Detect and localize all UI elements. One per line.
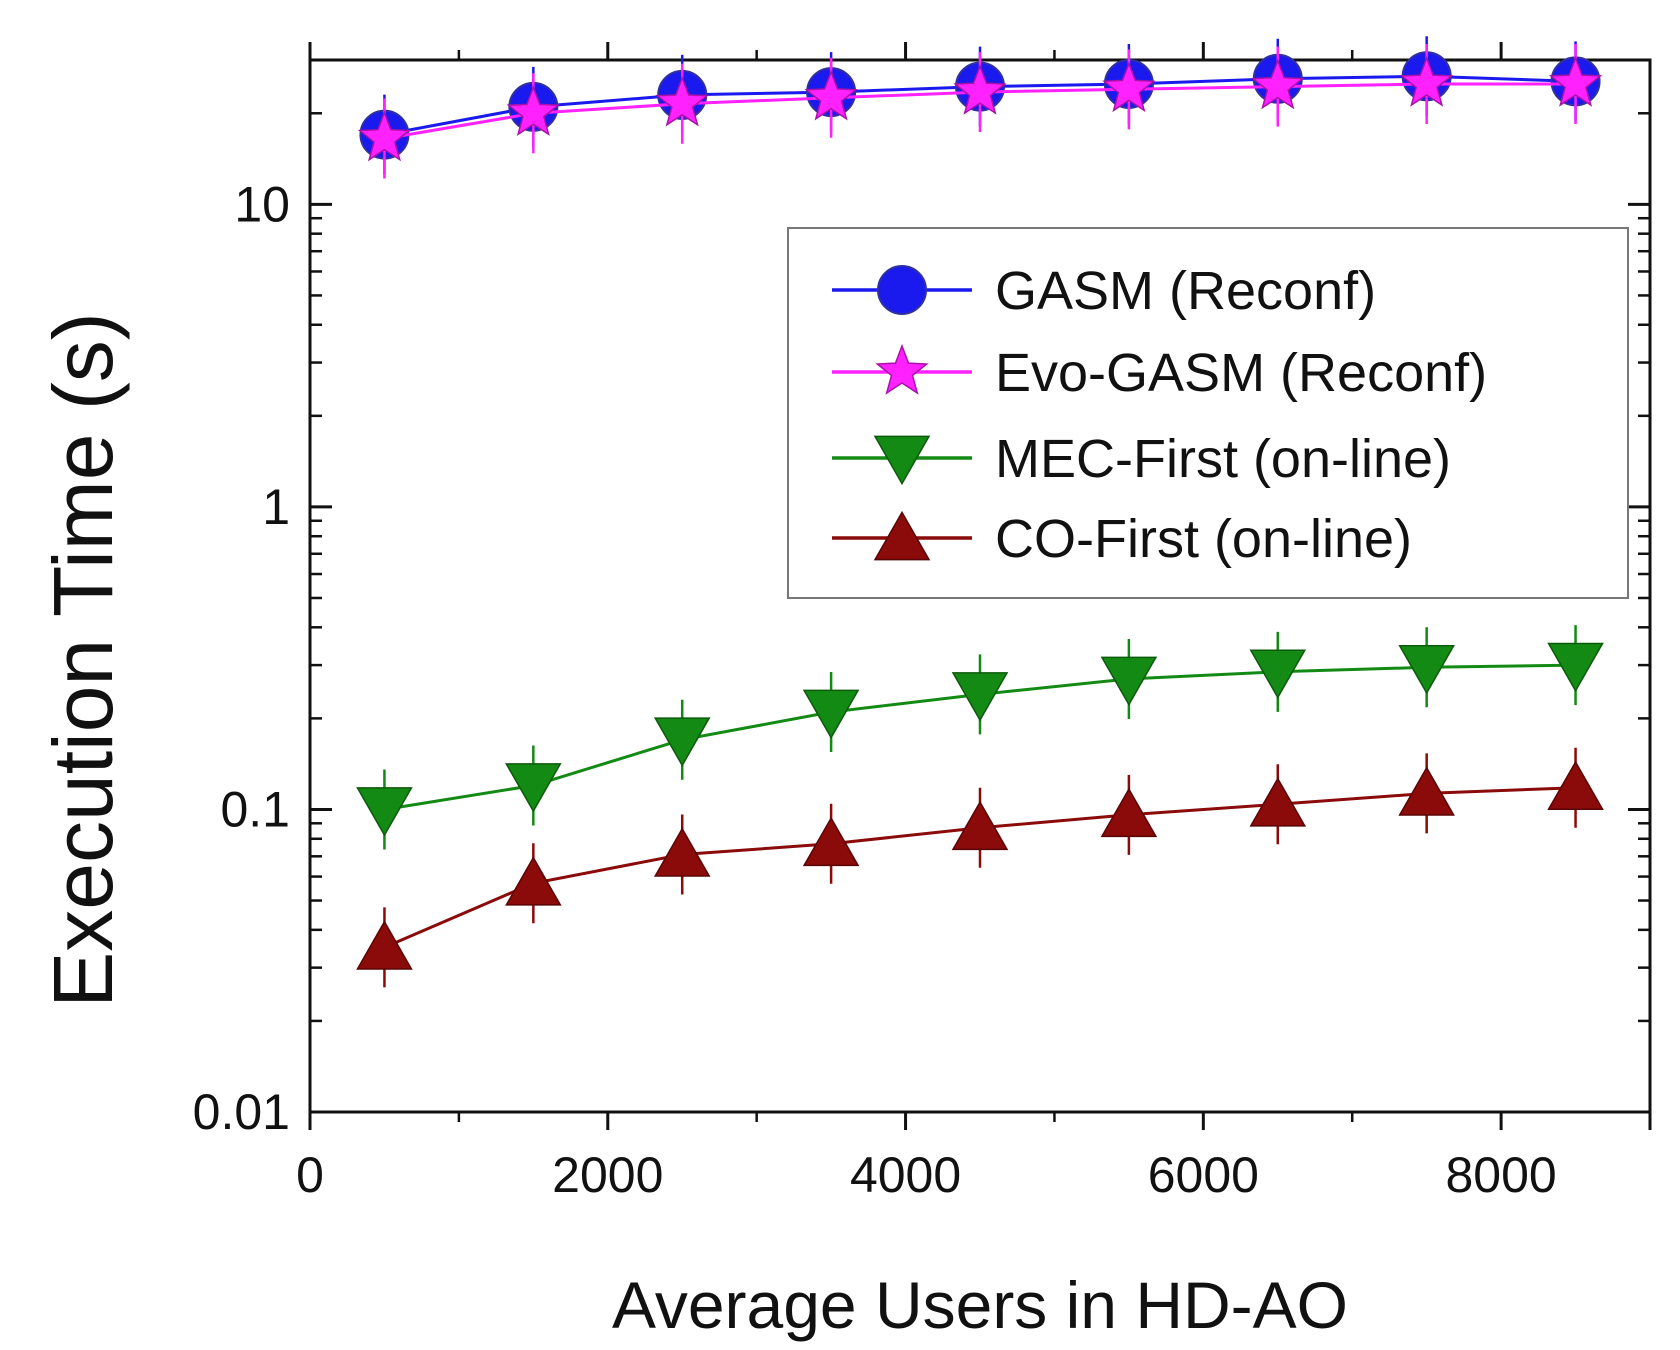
y-axis-title: Execution Time (s) — [36, 312, 130, 1008]
data-point — [1100, 787, 1158, 838]
x-axis-title: Average Users in HD-AO — [612, 1268, 1348, 1342]
series-evo-gasm-reconf — [357, 43, 1603, 179]
series-mec-first-on-line — [356, 625, 1604, 850]
data-point — [655, 75, 709, 127]
legend-marker — [873, 510, 931, 561]
data-point — [951, 800, 1009, 851]
data-point — [356, 920, 413, 970]
data-point — [1102, 61, 1156, 113]
x-tick-label: 8000 — [1445, 1147, 1556, 1203]
legend: GASM (Reconf) Evo-GASM (Reconf) MEC-First … — [787, 227, 1629, 599]
x-tick-label: 6000 — [1148, 1147, 1259, 1203]
data-point — [356, 787, 413, 837]
legend-entry: GASM (Reconf) — [832, 261, 1376, 321]
legend-entry: Evo-GASM (Reconf) — [832, 343, 1487, 403]
data-point — [1547, 760, 1604, 811]
data-point — [505, 856, 562, 906]
legend-entry: MEC-First (on-line) — [832, 429, 1451, 489]
data-point — [1547, 642, 1604, 693]
data-point — [653, 827, 711, 877]
legend-marker — [877, 265, 927, 315]
series-layer — [356, 36, 1604, 988]
legend-label: MEC-First (on-line) — [995, 429, 1451, 489]
y-tick-label: 0.1 — [220, 781, 290, 837]
data-point — [953, 63, 1007, 115]
data-point — [802, 689, 860, 740]
data-point — [1548, 55, 1603, 107]
data-point — [1100, 656, 1158, 707]
data-point — [1251, 58, 1305, 110]
legend-marker — [873, 435, 931, 486]
axes-layer: 0 2000 4000 6000 8000 0.01 0.1 1 10 — [193, 42, 1652, 1203]
data-point — [506, 85, 561, 137]
series-co-first-on-line — [356, 747, 1604, 988]
y-tick-label: 1 — [262, 479, 290, 535]
y-tick-label: 0.01 — [193, 1084, 290, 1140]
legend-marker — [875, 343, 929, 395]
data-point — [653, 717, 711, 767]
y-tick-label: 10 — [234, 176, 290, 232]
data-point — [505, 763, 562, 813]
legend-label: CO-First (on-line) — [995, 509, 1412, 569]
data-point — [1398, 766, 1455, 816]
data-point — [802, 816, 860, 867]
x-tick-label: 0 — [296, 1147, 324, 1203]
data-point — [1398, 644, 1455, 695]
legend-label: Evo-GASM (Reconf) — [995, 343, 1487, 403]
legend-entry: CO-First (on-line) — [832, 509, 1412, 569]
data-point — [804, 69, 858, 121]
data-point — [1399, 55, 1454, 107]
data-point — [1249, 649, 1307, 699]
x-tick-label: 2000 — [552, 1147, 663, 1203]
legend-label: GASM (Reconf) — [995, 261, 1376, 321]
data-point — [951, 672, 1009, 722]
data-point — [1249, 777, 1307, 827]
data-point — [357, 110, 412, 162]
x-tick-label: 4000 — [850, 1147, 961, 1203]
